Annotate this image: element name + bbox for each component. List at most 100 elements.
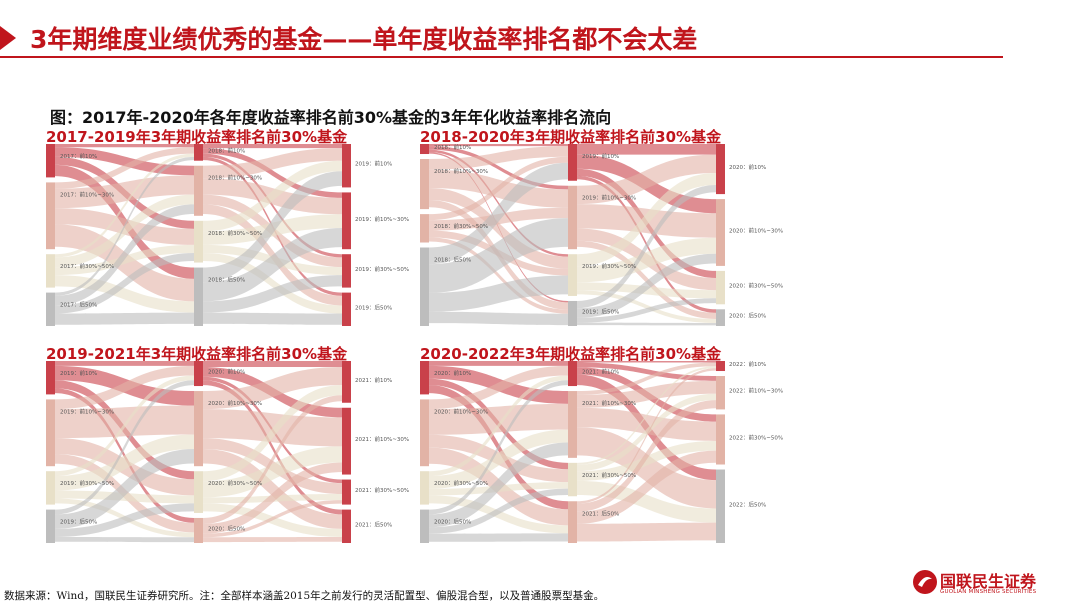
flow-link: [55, 153, 194, 258]
sankey-node: [716, 309, 725, 326]
source-footnote: 数据来源：Wind，国联民生证券研究所。注：全部样本涵盖2015年之前发行的灵活…: [4, 590, 605, 602]
flow-link: [429, 146, 568, 170]
sankey-node: [568, 391, 577, 458]
flow-link: [55, 503, 194, 537]
figure-caption: 图：2017年-2020年各年度收益率排名前30%基金的3年年化收益率排名流向: [50, 108, 612, 127]
sankey-node: [342, 292, 351, 326]
sankey-node: [420, 214, 429, 243]
node-label: 2019：前10%: [60, 369, 97, 377]
node-label: 2018：后50%: [208, 276, 245, 284]
flow-link: [429, 237, 568, 314]
flow-link: [577, 361, 716, 363]
node-label: 2020：前10%: [434, 369, 471, 377]
flow-link: [55, 361, 194, 366]
sankey-node: [420, 361, 429, 395]
flow-link: [55, 147, 194, 176]
flow-link: [429, 361, 568, 366]
flow-link: [429, 187, 568, 269]
node-label: 2021：前10%~30%: [355, 435, 409, 443]
node-label: 2018：前10%~30%: [434, 167, 488, 175]
flow-link: [55, 536, 194, 543]
sankey-node: [342, 144, 351, 188]
slide-title: 3年期维度业绩优秀的基金——单年度收益率排名都不会太差: [30, 25, 698, 54]
sankey-node: [716, 414, 725, 465]
sankey-node: [420, 509, 429, 543]
flow-link: [429, 149, 568, 257]
node-label: 2019：前10%: [355, 160, 392, 168]
logo-mark-icon: [913, 570, 937, 594]
sankey-node: [342, 192, 351, 250]
flow-links: [55, 144, 342, 325]
title-divider: [0, 56, 1003, 58]
node-label: 2020：后50%: [729, 312, 766, 320]
node-label: 2022：前10%~30%: [729, 387, 783, 395]
logo-name-en: GUOLIAN MINSHENG SECURITIES: [940, 589, 1037, 595]
node-label: 2017：前10%: [60, 152, 97, 160]
sankey-node: [716, 376, 725, 410]
flow-link: [203, 252, 342, 314]
sankey-node: [46, 399, 55, 467]
flow-link: [429, 144, 568, 147]
node-label: 2021：前30%~50%: [582, 471, 636, 479]
flow-link: [429, 403, 568, 435]
sankey-node: [194, 471, 203, 513]
flow-link: [203, 395, 342, 524]
node-label: 2020：前30%~50%: [208, 479, 262, 487]
node-label: 2018：前30%~50%: [208, 229, 262, 237]
sankey-node: [716, 144, 725, 195]
node-label: 2022：前10%: [729, 360, 766, 368]
node-label: 2019：前10%~30%: [60, 407, 114, 415]
sankey-node: [342, 509, 351, 543]
sankey-node: [46, 144, 55, 178]
flow-link: [577, 237, 716, 283]
flow-link: [577, 440, 716, 481]
flow-link: [55, 147, 194, 189]
flow-link: [429, 375, 568, 477]
flow-link: [203, 204, 342, 306]
flow-links: [429, 361, 716, 542]
flow-link: [55, 144, 194, 148]
sankey-node: [46, 182, 55, 250]
flow-link: [203, 536, 342, 543]
flow-link: [429, 442, 568, 528]
sankey-node: [420, 159, 429, 210]
flow-link: [577, 322, 716, 326]
flow-link: [429, 156, 568, 221]
flow-link: [429, 146, 568, 190]
sankey-node: [342, 254, 351, 288]
sankey-node: [568, 361, 577, 387]
sankey-node: [46, 509, 55, 543]
node-label: 2017：前10%~30%: [60, 190, 114, 198]
node-label: 2019：前30%~50%: [355, 265, 409, 273]
sankey-node: [46, 292, 55, 326]
flow-link: [577, 368, 716, 504]
sankey-panel-2019-2021: 2019-2021年3年期收益率排名前30%基金 2019：前10% 2019：前…: [46, 343, 416, 558]
title-arrow-icon: [0, 26, 16, 50]
flow-link: [203, 160, 342, 232]
sankey-node: [568, 501, 577, 543]
node-label: 2020：前10%~30%: [434, 407, 488, 415]
sankey-diagram: 2019：前10% 2019：前10%~30% 2019：前30%~50% 2019：…: [46, 361, 409, 543]
sankey-node: [46, 254, 55, 288]
node-label: 2019：前30%~50%: [582, 262, 636, 270]
sankey-node: [342, 479, 351, 505]
flow-link: [203, 462, 342, 534]
node-label: 2019：后50%: [60, 518, 97, 526]
flow-link: [55, 380, 194, 515]
flow-link: [203, 171, 342, 283]
flow-link: [55, 194, 194, 268]
sankey-node: [568, 254, 577, 296]
node-label: 2019：前10%~30%: [582, 194, 636, 202]
node-label: 2020：前10%~30%: [729, 227, 783, 235]
sankey-panel-2017-2019: 2017-2019年3年期收益率排名前30%基金 2017：前10% 2017：前…: [46, 126, 416, 336]
node-label: 2021：后50%: [582, 509, 619, 517]
sankey-node: [568, 462, 577, 497]
flow-link: [577, 362, 716, 381]
sankey-node: [420, 144, 429, 155]
sankey-node: [716, 270, 725, 305]
flow-link: [429, 365, 568, 410]
flow-link: [577, 393, 716, 472]
flow-link: [577, 144, 716, 155]
flow-link: [203, 312, 342, 325]
flow-link: [577, 480, 716, 523]
